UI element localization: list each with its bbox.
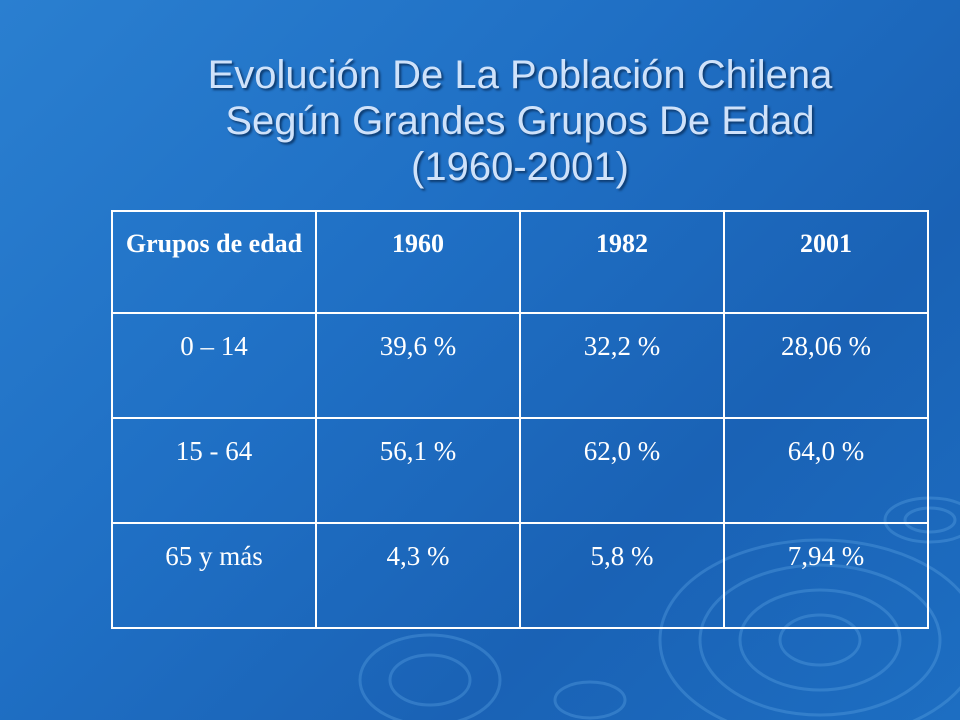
table-cell: 32,2 % xyxy=(519,312,725,419)
title-line-3: (1960-2001) xyxy=(411,145,629,189)
table-header-row: Grupos de edad 1960 1982 2001 xyxy=(111,210,929,314)
table-cell: 28,06 % xyxy=(723,312,929,419)
title-line-2: Según Grandes Grupos De Edad xyxy=(225,99,815,143)
population-table: Grupos de edad 1960 1982 2001 0 – 14 39,… xyxy=(111,210,929,629)
table-cell: 39,6 % xyxy=(315,312,521,419)
slide-title: Evolución De La Población Chilena Según … xyxy=(110,52,930,190)
table-cell: 15 - 64 xyxy=(111,417,317,524)
header-cell-1960: 1960 xyxy=(315,210,521,314)
table-cell: 56,1 % xyxy=(315,417,521,524)
header-cell-age-group: Grupos de edad xyxy=(111,210,317,314)
title-line-1: Evolución De La Población Chilena xyxy=(207,53,833,97)
table-cell: 7,94 % xyxy=(723,522,929,629)
table-cell: 0 – 14 xyxy=(111,312,317,419)
table-cell: 4,3 % xyxy=(315,522,521,629)
table-row: 65 y más 4,3 % 5,8 % 7,94 % xyxy=(111,522,929,629)
table-row: 0 – 14 39,6 % 32,2 % 28,06 % xyxy=(111,312,929,419)
table-cell: 5,8 % xyxy=(519,522,725,629)
table-cell: 62,0 % xyxy=(519,417,725,524)
table-cell: 64,0 % xyxy=(723,417,929,524)
table-row: 15 - 64 56,1 % 62,0 % 64,0 % xyxy=(111,417,929,524)
header-cell-2001: 2001 xyxy=(723,210,929,314)
table-cell: 65 y más xyxy=(111,522,317,629)
header-cell-1982: 1982 xyxy=(519,210,725,314)
